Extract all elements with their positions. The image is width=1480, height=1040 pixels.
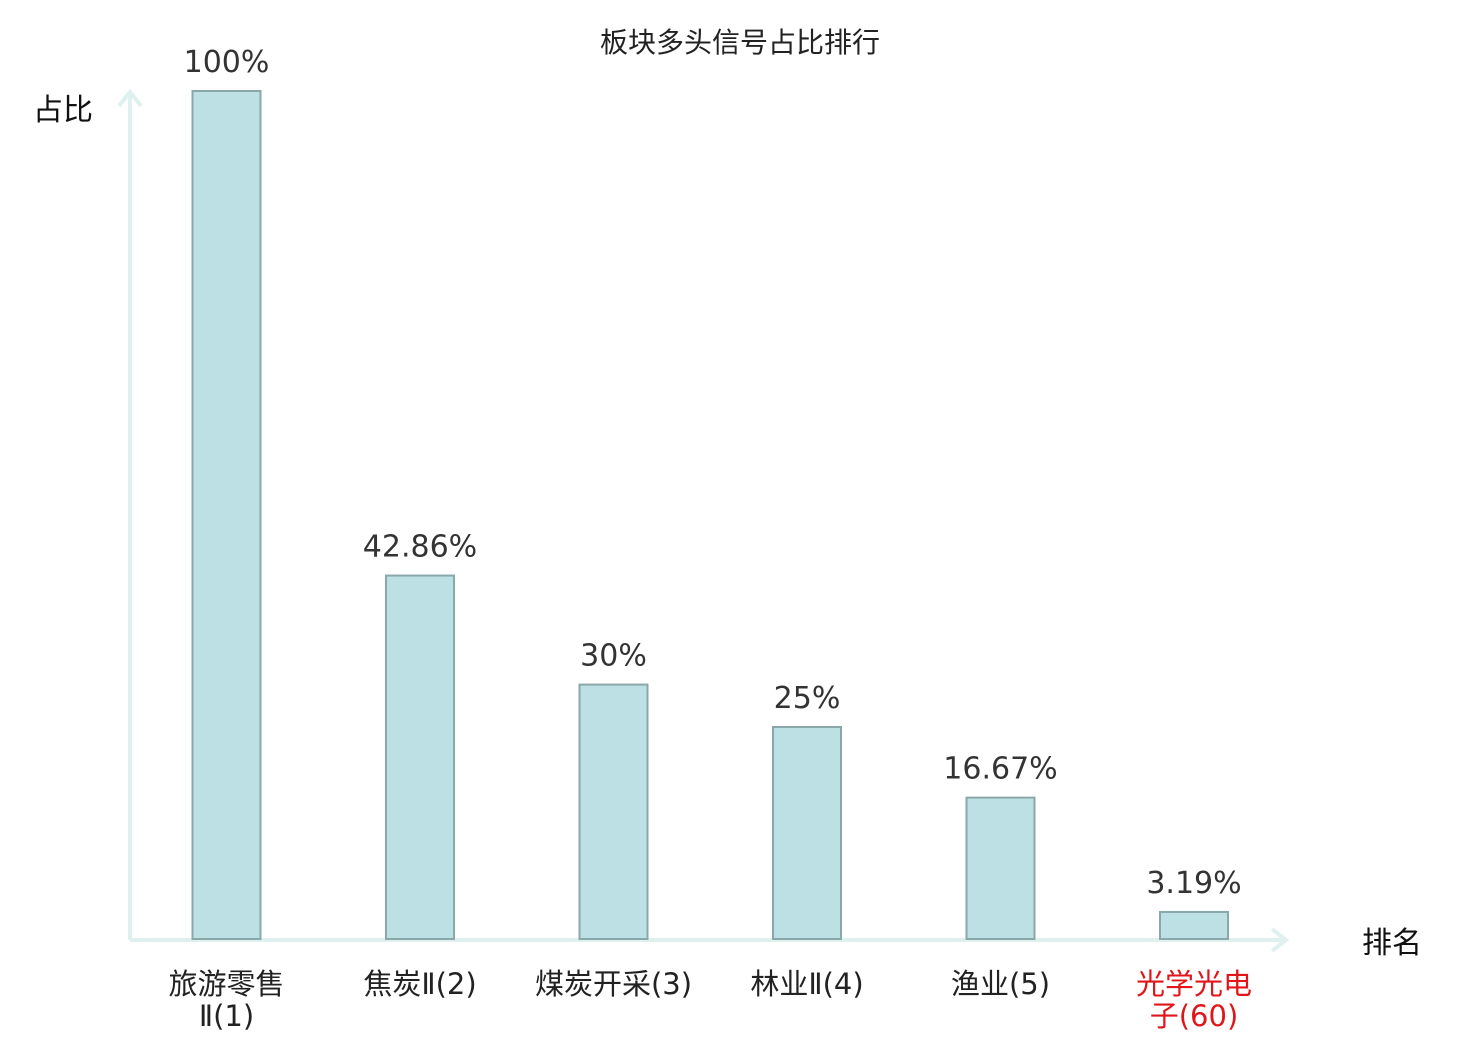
bar-value-label: 3.19% bbox=[1146, 866, 1241, 901]
category-label: 焦炭Ⅱ(2) bbox=[363, 967, 476, 1001]
bar-value-label: 25% bbox=[774, 681, 841, 716]
category-label: 光学光电子(60) bbox=[1136, 967, 1252, 1033]
chart-title: 板块多头信号占比排行 bbox=[600, 26, 880, 59]
y-axis-label: 占比 bbox=[33, 93, 93, 128]
category-label-line: Ⅱ(1) bbox=[199, 999, 254, 1033]
category-label: 渔业(5) bbox=[951, 967, 1050, 1001]
y-axis bbox=[117, 88, 143, 940]
bar bbox=[965, 796, 1036, 941]
category-label-line: 煤炭开采(3) bbox=[535, 967, 692, 1001]
x-axis-label: 排名 bbox=[1362, 926, 1422, 961]
bar bbox=[578, 683, 649, 940]
bar bbox=[385, 574, 455, 940]
category-labels-group: 旅游零售 Ⅱ(1) 焦炭Ⅱ(2) 煤炭开采(3) 林业Ⅱ(4) 渔业(5) 光学光电子(60… bbox=[168, 967, 1252, 1033]
value-labels-group: 100% 42.86% 30% 25% 16.67% 3.19% bbox=[184, 45, 1242, 901]
bar-value-label: 16.67% bbox=[943, 752, 1057, 787]
bars-group bbox=[191, 90, 1229, 941]
category-label: 旅游零售 Ⅱ(1) bbox=[168, 967, 284, 1033]
bar-value-label: 30% bbox=[580, 639, 647, 674]
x-axis bbox=[130, 927, 1290, 953]
category-label-line: 旅游零售 bbox=[168, 967, 284, 1001]
bar-value-label: 42.86% bbox=[363, 530, 477, 565]
category-label-line: 光学光电 bbox=[1136, 967, 1252, 1001]
bar bbox=[191, 90, 262, 940]
category-label-line: 子(60) bbox=[1150, 999, 1239, 1033]
category-label-line: 焦炭Ⅱ(2) bbox=[363, 967, 476, 1001]
bar bbox=[1159, 910, 1229, 940]
bar-value-label: 100% bbox=[184, 45, 270, 80]
category-label-line: 渔业(5) bbox=[951, 967, 1050, 1001]
category-label-line: 林业Ⅱ(4) bbox=[750, 967, 863, 1001]
category-label: 林业Ⅱ(4) bbox=[750, 967, 863, 1001]
bar bbox=[772, 726, 842, 940]
category-label: 煤炭开采(3) bbox=[535, 967, 692, 1001]
